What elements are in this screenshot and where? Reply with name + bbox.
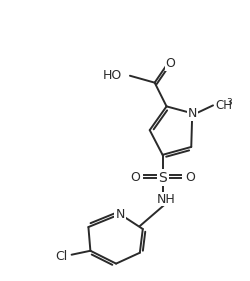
Text: 3: 3 [226,98,232,107]
Text: Cl: Cl [56,250,68,263]
Text: NH: NH [157,193,176,206]
Text: S: S [158,171,167,185]
Text: O: O [130,171,140,184]
Text: HO: HO [103,69,122,82]
Text: O: O [185,171,195,184]
Text: CH: CH [215,99,232,112]
Text: N: N [115,208,125,221]
Text: N: N [188,107,197,120]
Text: O: O [166,57,175,70]
